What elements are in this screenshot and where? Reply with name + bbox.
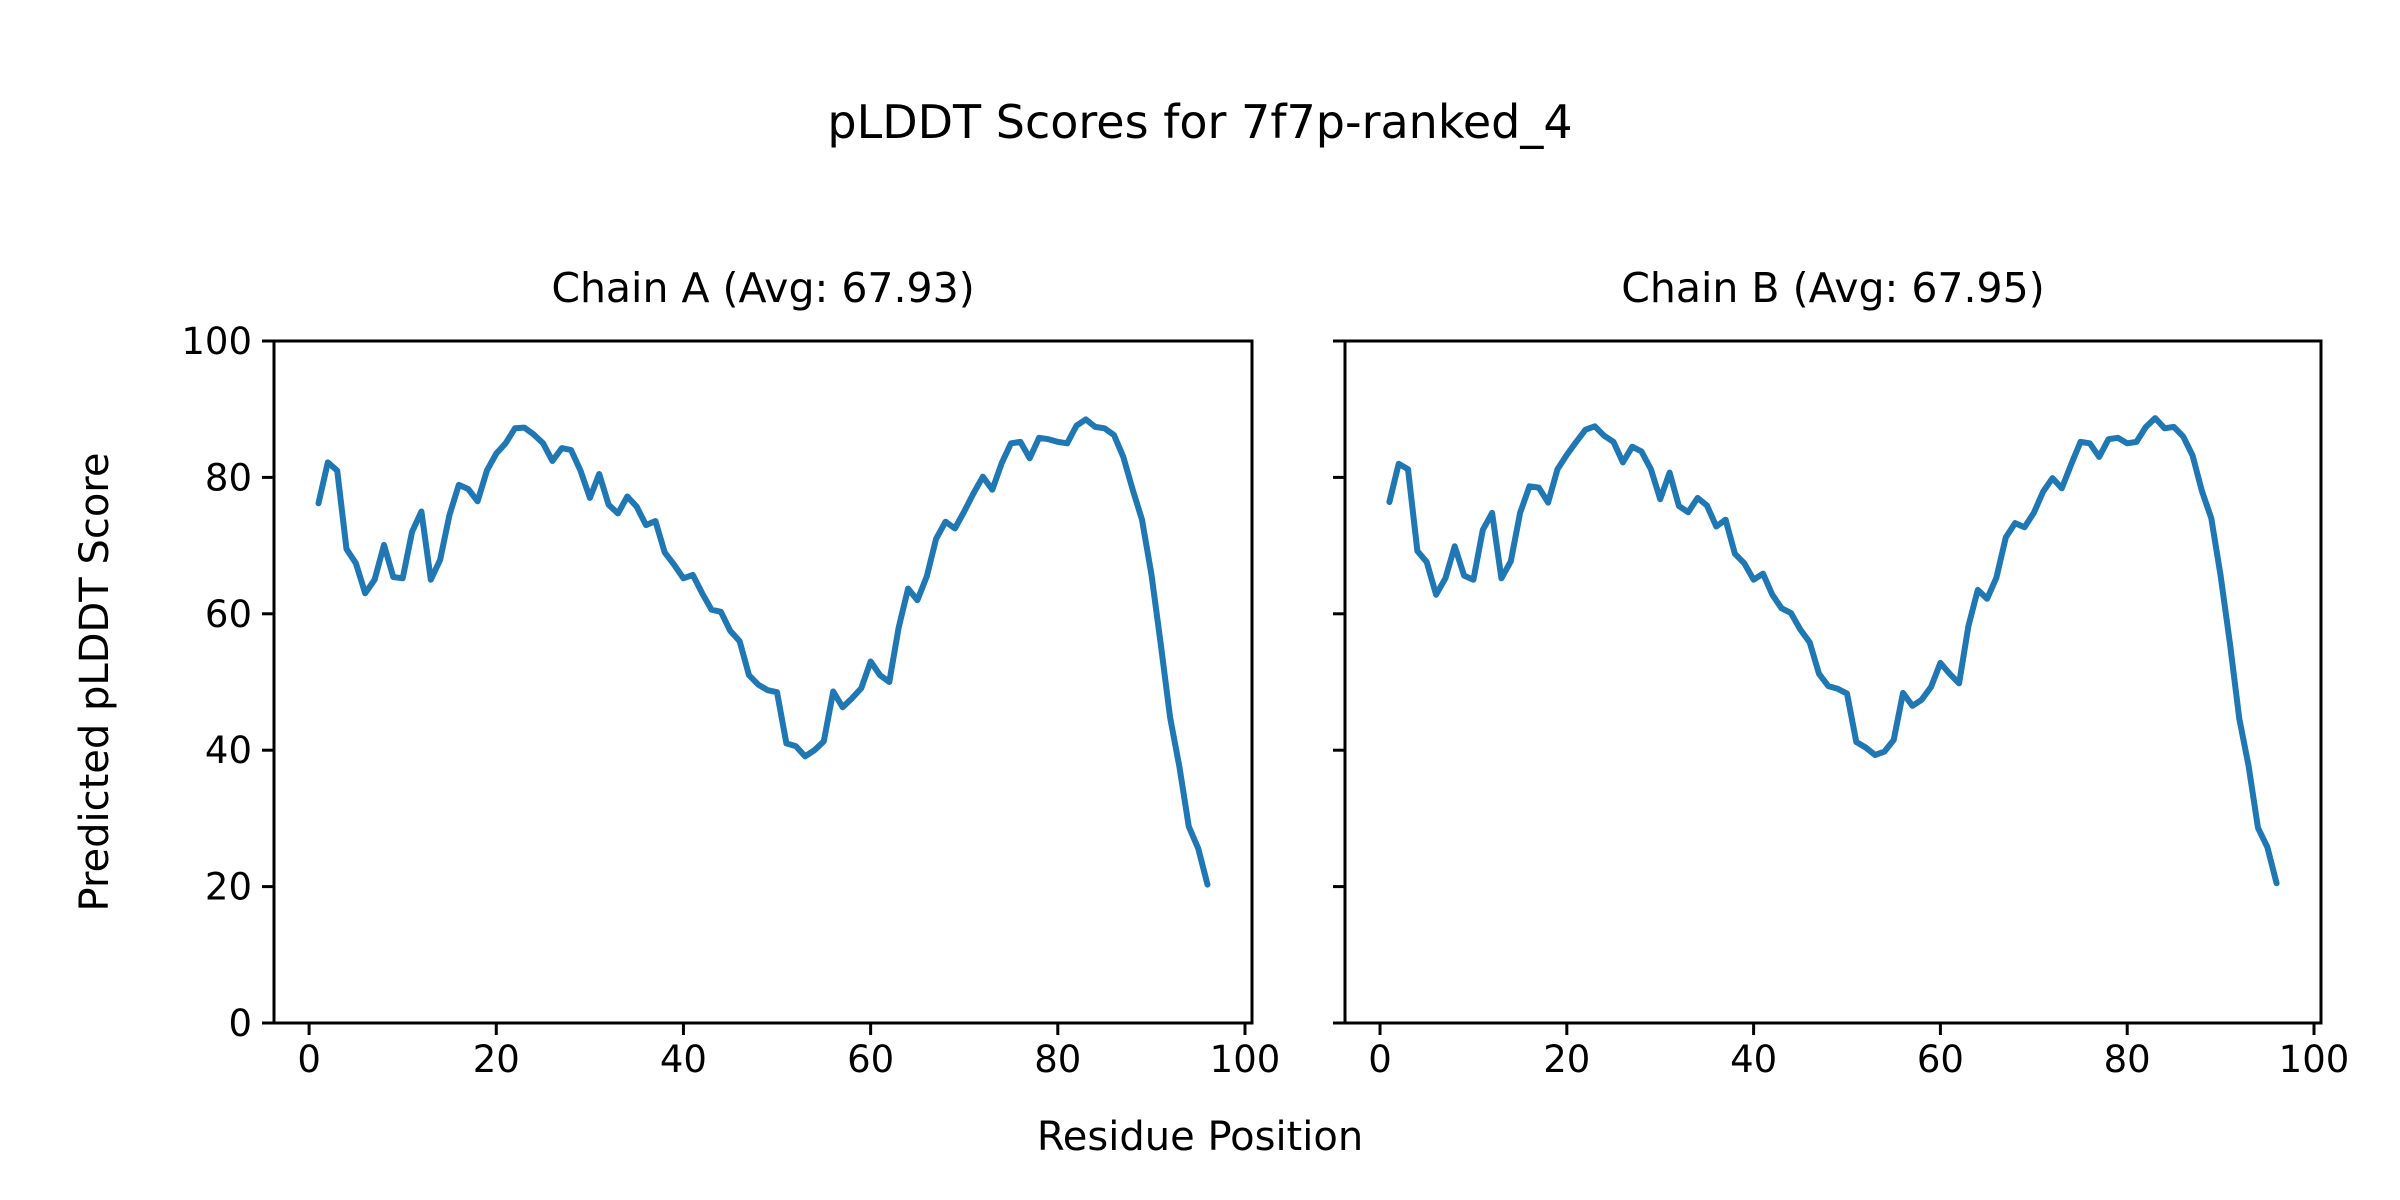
chain-b-xtick-label-40: 40	[1730, 1038, 1777, 1081]
chain-a-xtick-label-0: 0	[297, 1038, 321, 1081]
chain-b-xtick-label-0: 0	[1368, 1038, 1392, 1081]
figure-suptitle: pLDDT Scores for 7f7p-ranked_4	[827, 95, 1572, 149]
plddt-line-chain-b	[1386, 415, 2280, 887]
x-axis-label: Residue Position	[1037, 1114, 1363, 1160]
plddt-line-chain-a	[315, 416, 1211, 888]
chain-b-xtick-label-100: 100	[2279, 1038, 2350, 1081]
chain-b-xtick-label-80: 80	[2104, 1038, 2151, 1081]
subplot-title-chain-b: Chain B (Avg: 67.95)	[1621, 264, 2044, 312]
chain-a-ytick-label-80: 80	[205, 456, 252, 499]
chain-a-xtick-label-40: 40	[660, 1038, 707, 1081]
axes-chain-b: 0 20 40 60 80 100	[1333, 339, 2350, 1081]
chain-a-ytick-label-60: 60	[205, 593, 252, 636]
chain-b-xtick-label-60: 60	[1917, 1038, 1964, 1081]
chain-a-ytick-label-100: 100	[181, 320, 252, 363]
chain-a-xtick-label-80: 80	[1034, 1038, 1081, 1081]
chain-a-xtick-label-60: 60	[847, 1038, 894, 1081]
y-axis-label: Predicted pLDDT Score	[72, 453, 118, 912]
chain-a-ytick-label-0: 0	[228, 1002, 252, 1045]
subplot-title-chain-a: Chain A (Avg: 67.93)	[551, 264, 974, 312]
chain-b-spines	[1343, 339, 2323, 1025]
chain-a-xtick-label-20: 20	[473, 1038, 520, 1081]
chain-b-xtick-label-20: 20	[1543, 1038, 1590, 1081]
chain-a-xtick-label-100: 100	[1210, 1038, 1281, 1081]
chain-a-ytick-label-40: 40	[205, 729, 252, 772]
axes-chain-a: 0 20 40 60 80 100 0 20 40 60 80 100	[181, 320, 1280, 1081]
chain-a-ytick-label-20: 20	[205, 866, 252, 909]
chain-a-spines	[272, 339, 1254, 1025]
